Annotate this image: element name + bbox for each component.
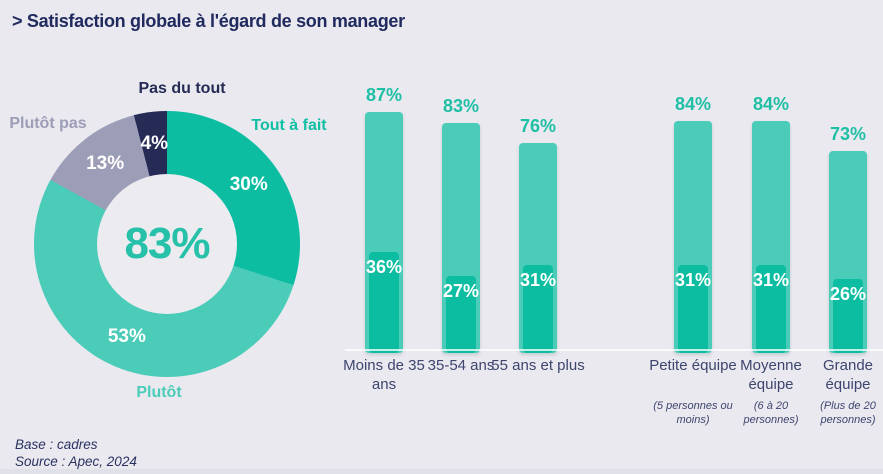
bar-inner-value: 36%	[365, 256, 403, 277]
bar-inner-segment	[678, 265, 708, 353]
donut-hole: 83%	[97, 174, 237, 314]
axis-baseline	[345, 349, 883, 351]
donut-label-plutot-pas: Plutôt pas	[9, 115, 87, 132]
donut-slice-value: 13%	[86, 153, 125, 175]
bottom-strip	[0, 469, 883, 474]
bar-total-value: 76%	[519, 115, 557, 136]
page-title: > Satisfaction globale à l'égard de son …	[12, 11, 405, 31]
bar-category-label: Grande équipe	[822, 357, 874, 393]
donut-label-pas-du-tout: Pas du tout	[138, 80, 226, 97]
bar-total-value: 73%	[829, 123, 867, 144]
bar-inner-segment	[756, 265, 786, 353]
bar-category-sublabel: (Plus de 20 personnes)	[820, 400, 876, 427]
donut-slice-value: 53%	[107, 325, 146, 347]
bar-inner-value: 31%	[519, 270, 557, 291]
bar-inner-value: 31%	[674, 270, 712, 291]
source-note: Source : Apec, 2024	[15, 454, 137, 469]
bar-category-label: Moins de 35 ans	[343, 357, 425, 393]
donut-slice-value: 30%	[229, 173, 268, 195]
bar-inner-value: 27%	[442, 281, 480, 302]
bar-inner-value: 26%	[829, 284, 867, 305]
bar-category-label: Petite équipe	[649, 357, 737, 374]
bar-total-value: 84%	[752, 93, 790, 114]
bar-inner-segment	[523, 265, 553, 353]
donut-label-plutot: Plutôt	[136, 384, 182, 401]
bar-inner-value: 31%	[752, 270, 790, 291]
bar-inner-segment	[369, 251, 399, 353]
bar-total-value: 87%	[365, 85, 403, 106]
bar-category-sublabel: (5 personnes ou moins)	[653, 400, 733, 427]
bar-category-label: Moyenne équipe	[740, 357, 802, 393]
bar-inner-segment	[833, 279, 863, 353]
bar-total-value: 83%	[442, 96, 480, 117]
bar-category-label: 35-54 ans	[427, 357, 495, 374]
bar-category-sublabel: (6 à 20 personnes)	[743, 400, 799, 427]
donut-slice-value: 4%	[140, 132, 169, 154]
bar-total-value: 84%	[674, 93, 712, 114]
base-note: Base : cadres	[15, 437, 98, 452]
donut-center-value: 83%	[124, 219, 210, 268]
donut-chart: 83% 30% 53% 13% 4%	[34, 111, 300, 377]
bar-inner-segment	[446, 276, 476, 353]
bar-category-label: 55 ans et plus	[491, 357, 585, 374]
donut-label-tout-a-fait: Tout à fait	[251, 117, 327, 134]
